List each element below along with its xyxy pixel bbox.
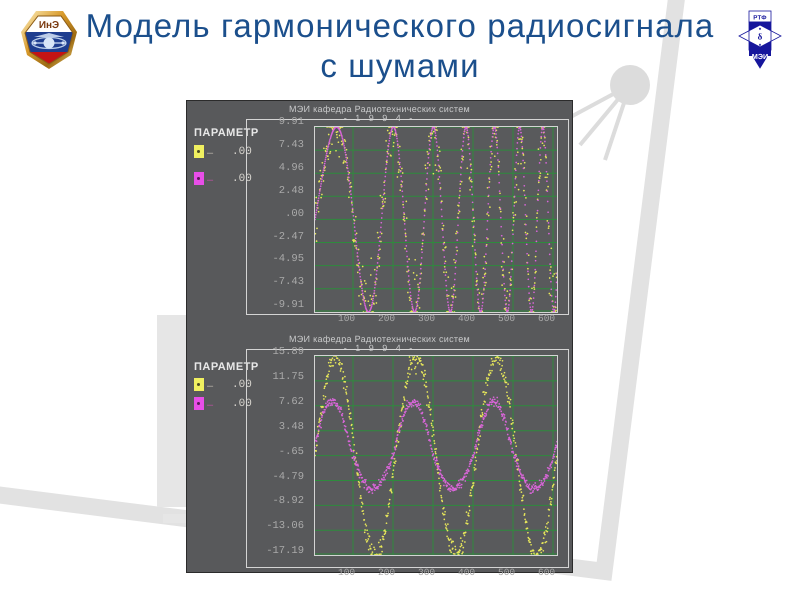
svg-text:δ: δ xyxy=(758,32,763,42)
svg-text:МЭИ: МЭИ xyxy=(752,52,769,61)
svg-text:РТФ: РТФ xyxy=(753,15,767,22)
svg-text:ИнЭ: ИнЭ xyxy=(39,20,59,31)
